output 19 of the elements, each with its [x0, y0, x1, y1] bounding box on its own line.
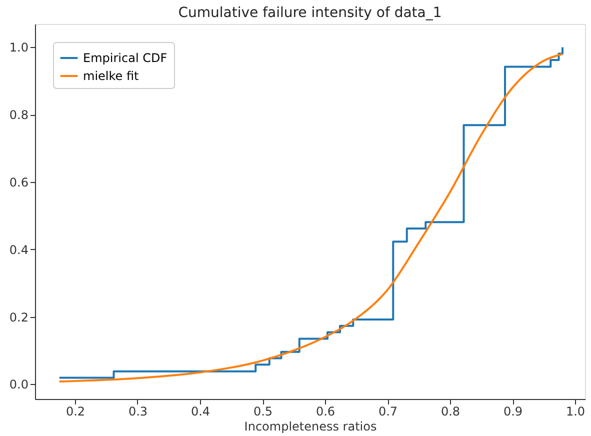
- x-tick-label: 0.9: [503, 404, 523, 418]
- x-tick-label: 1.0: [566, 404, 586, 418]
- y-tick-label: 0.8: [9, 108, 28, 122]
- chart-title: Cumulative failure intensity of data_1: [178, 5, 442, 21]
- x-axis-title: Incompleteness ratios: [244, 420, 377, 434]
- x-tick-label: 0.5: [253, 404, 273, 418]
- y-tick-label: 0.4: [9, 242, 28, 257]
- x-tick-label: 0.2: [66, 404, 86, 418]
- y-tick-label: 0.0: [9, 378, 28, 392]
- legend-label: mielke fit: [83, 69, 140, 83]
- legend-label: Empirical CDF: [83, 51, 168, 65]
- x-tick-label: 0.4: [190, 404, 210, 418]
- y-tick-label: 0.2: [9, 310, 28, 324]
- x-tick-label: 0.7: [378, 404, 398, 418]
- y-tick-label: 1.0: [9, 40, 28, 55]
- x-tick-label: 0.3: [128, 404, 148, 418]
- x-tick-label: 0.6: [316, 404, 336, 418]
- x-tick-label: 0.8: [440, 404, 460, 418]
- y-tick-label: 0.6: [9, 176, 28, 190]
